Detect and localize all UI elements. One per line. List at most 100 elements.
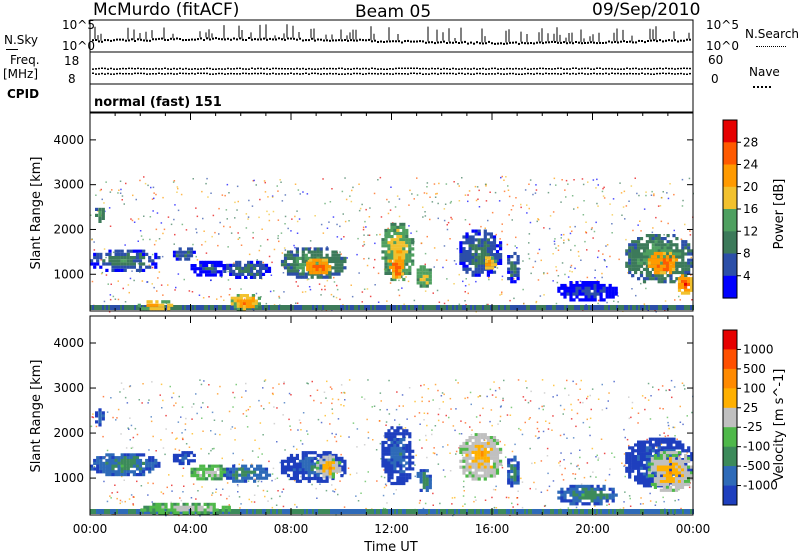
data-cell: [289, 256, 294, 260]
data-cell: [105, 458, 109, 463]
data-cell: [402, 228, 406, 233]
data-cell: [654, 237, 658, 241]
speckle-point: [594, 277, 596, 279]
noise-point: [671, 39, 673, 42]
freq-point: [401, 67, 403, 70]
speckle-point: [210, 449, 212, 452]
data-cell: [264, 269, 269, 273]
data-cell: [687, 288, 691, 292]
speckle-point: [294, 183, 297, 185]
freq-label: Freq.: [10, 53, 40, 67]
speckle-point: [93, 465, 96, 468]
nave-point: [104, 73, 106, 75]
data-cell: [304, 451, 308, 455]
data-cell: [669, 246, 673, 250]
data-cell: [488, 263, 492, 267]
speckle-point: [575, 506, 578, 509]
data-cell: [123, 464, 127, 468]
data-cell: [390, 277, 394, 282]
data-cell: [384, 235, 388, 239]
speckle-point: [501, 223, 503, 225]
data-cell: [471, 261, 475, 265]
data-cell: [590, 292, 594, 296]
speckle-point: [573, 208, 575, 210]
data-cell: [325, 469, 329, 473]
data-cell: [398, 269, 402, 273]
data-cell: [129, 461, 133, 465]
data-cell: [560, 292, 564, 296]
speckle-point: [336, 284, 338, 287]
speckle-point: [363, 243, 366, 246]
speckle-point: [296, 220, 299, 223]
data-cell: [190, 267, 194, 271]
speckle-point: [591, 227, 593, 229]
data-cell: [328, 455, 332, 459]
data-cell: [516, 255, 520, 259]
data-cell: [310, 476, 314, 481]
data-cell: [668, 264, 673, 268]
ground-band-cell: [354, 305, 356, 310]
noise-point: [536, 41, 538, 44]
data-cell: [678, 261, 682, 265]
speckle-point: [380, 458, 382, 460]
ground-band-cell: [292, 305, 294, 310]
ground-band-cell: [462, 509, 464, 514]
ground-band-cell: [532, 305, 534, 310]
data-cell: [123, 467, 127, 471]
ground-band-cell: [666, 509, 668, 514]
speckle-point: [495, 485, 497, 488]
data-cell: [474, 229, 478, 233]
ground-band-cell: [414, 305, 416, 310]
data-cell: [471, 255, 475, 260]
data-cell: [248, 302, 252, 306]
speckle-point: [271, 196, 274, 198]
data-cell: [471, 247, 475, 251]
ground-band-cell: [630, 305, 632, 310]
speckle-point: [463, 490, 465, 492]
freq-point: [203, 68, 205, 70]
data-cell: [313, 253, 317, 257]
ground-band-cell: [430, 509, 432, 514]
data-cell: [99, 265, 103, 269]
speckle-point: [422, 507, 425, 510]
speckle-point: [675, 280, 677, 282]
data-cell: [135, 461, 140, 465]
noise-point: [353, 39, 355, 42]
data-cell: [301, 253, 305, 257]
speckle-point: [276, 185, 278, 187]
speckle-point: [539, 295, 542, 297]
data-cell: [401, 259, 405, 263]
ground-band-cell: [108, 305, 110, 310]
data-cell: [193, 467, 197, 471]
speckle-point: [160, 222, 163, 224]
data-cell: [651, 249, 655, 253]
ground-band-cell: [500, 305, 502, 310]
speckle-point: [365, 507, 367, 510]
ground-band-cell: [402, 509, 404, 514]
data-cell: [148, 456, 152, 460]
data-cell: [471, 241, 475, 245]
speckle-point: [266, 490, 269, 492]
nave-point: [368, 72, 370, 75]
data-cell: [408, 238, 412, 242]
speckle-point: [401, 394, 404, 396]
data-cell: [289, 459, 294, 463]
freq-point: [344, 68, 346, 70]
data-cell: [319, 458, 323, 462]
freq-point: [677, 67, 679, 70]
speckle-point: [437, 202, 439, 205]
speckle-point: [421, 447, 423, 449]
speckle-point: [111, 189, 113, 191]
speckle-point: [467, 194, 469, 196]
speckle-point: [469, 426, 471, 428]
speckle-point: [486, 395, 488, 398]
ground-band-cell: [498, 509, 500, 514]
noise-point: [485, 42, 487, 45]
freq-point: [365, 67, 367, 70]
data-cell: [648, 255, 652, 259]
speckle-point: [251, 450, 254, 452]
data-cell: [648, 249, 652, 253]
speckle-point: [205, 252, 208, 254]
speckle-point: [602, 253, 604, 255]
noise-point: [569, 41, 571, 44]
